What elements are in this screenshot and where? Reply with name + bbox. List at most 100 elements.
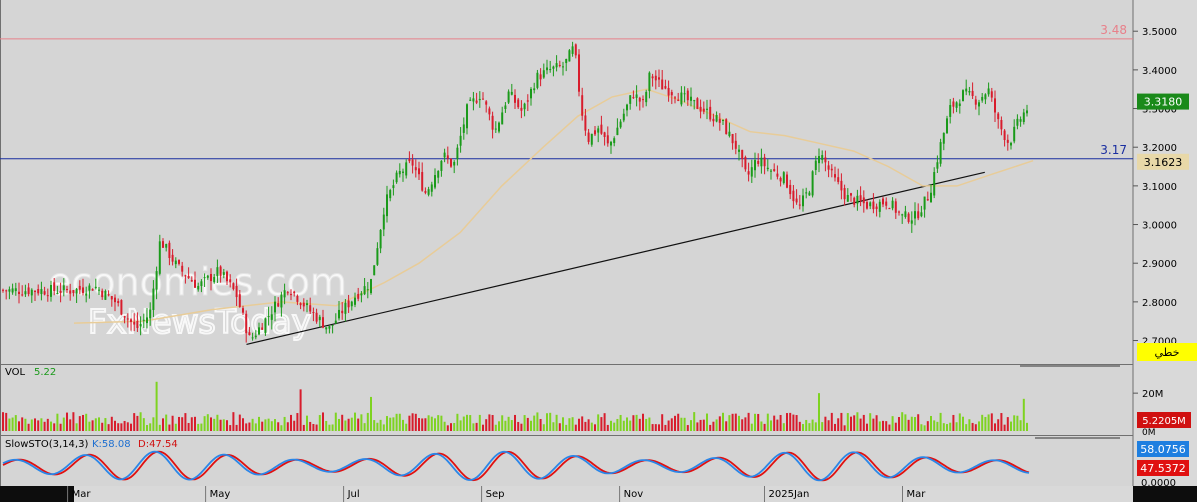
candle-body xyxy=(683,93,686,95)
volume-bar xyxy=(434,418,436,431)
volume-bar xyxy=(459,420,462,431)
candle-body xyxy=(779,177,782,182)
candle-body xyxy=(133,321,136,325)
candle-body xyxy=(325,327,328,330)
volume-bar xyxy=(232,412,235,431)
volume-bar xyxy=(290,414,292,431)
candle-body xyxy=(594,130,596,135)
volume-bar xyxy=(261,421,264,431)
candle-body xyxy=(158,241,161,274)
candle-body xyxy=(171,254,174,262)
volume-bar xyxy=(846,413,849,431)
candle-body xyxy=(110,296,113,300)
volume-bar xyxy=(427,415,430,431)
volume-bar xyxy=(270,421,273,431)
candle-body xyxy=(78,285,81,290)
volume-bar xyxy=(238,414,241,431)
volume-bar xyxy=(440,415,443,431)
candle-body xyxy=(533,88,536,91)
volume-bar xyxy=(792,414,795,431)
volume-bar xyxy=(968,419,971,431)
trendline[interactable] xyxy=(246,171,985,345)
volume-bar xyxy=(712,421,715,431)
candle-body xyxy=(59,290,62,293)
price-tick-label: 2.7000 xyxy=(1142,337,1177,348)
candle-body xyxy=(469,99,472,101)
volume-bar xyxy=(1022,398,1025,431)
candle-body xyxy=(907,213,910,222)
candle-body xyxy=(194,279,196,288)
candle-body xyxy=(802,195,804,207)
candle-body xyxy=(232,283,235,290)
candle-body xyxy=(30,289,33,296)
candle-body xyxy=(1016,118,1019,126)
volume-tick-label: 20M xyxy=(1142,389,1163,400)
volume-bar xyxy=(683,417,686,431)
candle-body xyxy=(242,308,244,313)
stochastic-k-line xyxy=(2,450,1030,482)
volume-bar xyxy=(331,424,334,431)
volume-bar xyxy=(1000,413,1003,431)
volume-value-label: 5.22 xyxy=(34,367,56,378)
volume-bar xyxy=(1010,421,1012,431)
candle-body xyxy=(946,118,948,134)
volume-bar xyxy=(443,421,446,431)
volume-badge xyxy=(1137,412,1191,428)
candle-body xyxy=(190,280,193,282)
volume-bar xyxy=(350,417,353,431)
volume-bar xyxy=(14,415,17,431)
candle-body xyxy=(859,195,862,201)
volume-bar xyxy=(773,415,776,431)
candle-body xyxy=(8,289,11,292)
volume-bar xyxy=(24,418,27,431)
volume-bar xyxy=(72,412,75,431)
candle-body xyxy=(50,284,52,297)
volume-bar xyxy=(267,418,270,431)
volume-bar xyxy=(222,419,225,431)
volume-bar xyxy=(693,412,696,431)
candle-body xyxy=(763,157,766,167)
candle-body xyxy=(661,79,664,90)
tool-badge[interactable] xyxy=(1137,343,1197,361)
volume-bar xyxy=(782,423,785,431)
candle-body xyxy=(571,46,574,54)
moving-average-line xyxy=(73,88,1034,324)
volume-bar xyxy=(328,424,331,431)
candle-body xyxy=(894,201,897,213)
candle-body xyxy=(366,289,369,291)
candle-body xyxy=(722,119,724,121)
volume-bar xyxy=(981,414,984,431)
candle-body xyxy=(690,96,692,101)
volume-bar xyxy=(91,420,94,431)
candle-body xyxy=(453,162,456,166)
volume-bar xyxy=(603,413,606,431)
volume-bar xyxy=(779,414,782,431)
candle-body xyxy=(280,294,283,308)
candle-body xyxy=(498,122,500,132)
volume-bar xyxy=(405,423,408,431)
candle-body xyxy=(875,206,878,210)
volume-bar xyxy=(939,412,942,431)
stochastic-d-badge-label: 47.5372 xyxy=(1140,462,1186,475)
candle-body xyxy=(149,309,152,319)
candle-body xyxy=(766,167,769,170)
candle-body xyxy=(146,317,148,324)
candle-body xyxy=(718,118,721,123)
volume-bar xyxy=(1003,424,1006,431)
volume-bar xyxy=(574,424,577,431)
candle-body xyxy=(411,159,414,166)
volume-bar xyxy=(325,420,328,431)
volume-bar xyxy=(750,423,753,431)
volume-bar xyxy=(731,413,734,431)
volume-bar xyxy=(917,414,920,431)
volume-bar xyxy=(85,413,88,431)
candle-body xyxy=(862,197,865,204)
candle-body xyxy=(635,94,638,98)
candle-body xyxy=(197,285,200,290)
volume-bar xyxy=(696,422,699,431)
candle-body xyxy=(898,211,900,213)
candle-body xyxy=(142,319,145,321)
candle-body xyxy=(251,337,254,339)
candle-body xyxy=(373,265,376,276)
